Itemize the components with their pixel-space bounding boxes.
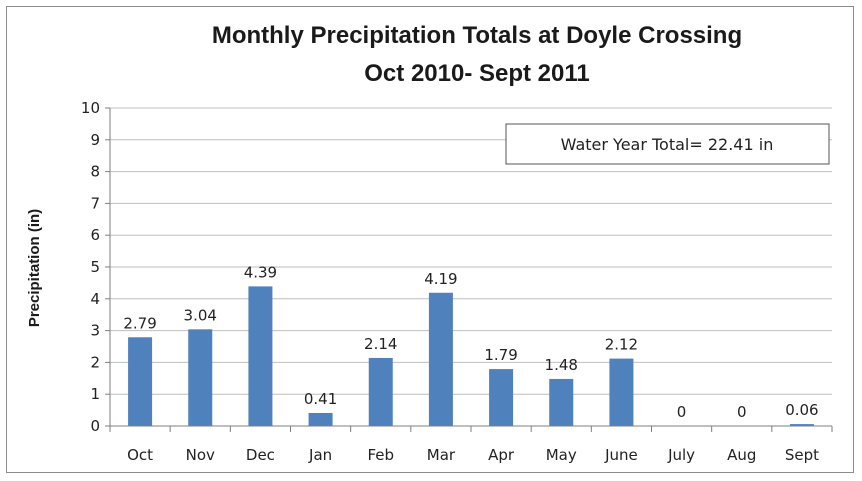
x-tick-label: May bbox=[546, 446, 577, 464]
y-tick-label: 0 bbox=[90, 417, 100, 435]
x-axis-ticks: Oct Nov Dec Jan Feb Mar Apr May June July Aug Sept bbox=[109, 426, 833, 464]
data-label: 0.06 bbox=[785, 401, 818, 419]
bar bbox=[188, 329, 213, 426]
bar bbox=[428, 292, 453, 426]
bar bbox=[609, 358, 634, 426]
axes bbox=[109, 108, 832, 427]
x-tick-label: Feb bbox=[367, 446, 394, 464]
chart-subtitle: Oct 2010- Sept 2011 bbox=[364, 60, 589, 87]
data-label: 2.14 bbox=[364, 335, 397, 353]
bar bbox=[308, 412, 333, 426]
x-tick-label: July bbox=[667, 446, 695, 464]
data-label: 2.12 bbox=[605, 336, 638, 354]
y-tick-label: 8 bbox=[90, 163, 100, 181]
annotation-box bbox=[505, 123, 830, 165]
bar bbox=[248, 286, 273, 426]
data-label: 0 bbox=[677, 403, 687, 421]
bar bbox=[789, 424, 814, 426]
y-axis-ticks: 0 1 2 3 4 5 6 7 8 9 10 bbox=[81, 99, 110, 435]
y-tick-label: 10 bbox=[81, 99, 100, 117]
data-label: 0.41 bbox=[304, 390, 337, 408]
y-tick-label: 9 bbox=[90, 131, 100, 149]
y-tick-label: 7 bbox=[90, 194, 100, 212]
water-year-total-annotation: Water Year Total= 22.41 in bbox=[505, 123, 830, 165]
chart-title: Monthly Precipitation Totals at Doyle Cr… bbox=[212, 22, 742, 49]
x-tick-label: Mar bbox=[427, 446, 456, 464]
x-tick-label: Sept bbox=[785, 446, 819, 464]
x-tick-label: Oct bbox=[127, 446, 153, 464]
y-tick-label: 6 bbox=[90, 226, 100, 244]
bar bbox=[128, 337, 153, 426]
annotation-text: Water Year Total= 22.41 in bbox=[561, 135, 774, 154]
y-tick-label: 4 bbox=[90, 290, 100, 308]
data-label: 4.39 bbox=[244, 263, 277, 281]
x-tick-label: June bbox=[604, 446, 638, 464]
data-label: 2.79 bbox=[123, 314, 156, 332]
bar bbox=[549, 378, 574, 426]
x-tick-label: Apr bbox=[488, 446, 515, 464]
data-label: 3.04 bbox=[184, 306, 217, 324]
data-label: 1.48 bbox=[545, 356, 578, 374]
data-label: 0 bbox=[737, 403, 747, 421]
bar bbox=[368, 357, 393, 426]
x-tick-label: Jan bbox=[308, 446, 332, 464]
data-labels: 2.79 3.04 4.39 0.41 2.14 4.19 1.79 1.48 2.12 0 0 0.… bbox=[123, 263, 818, 421]
y-tick-label: 3 bbox=[90, 322, 100, 340]
gridlines bbox=[110, 107, 832, 395]
x-tick-label: Aug bbox=[727, 446, 756, 464]
data-label: 4.19 bbox=[424, 270, 457, 288]
bar bbox=[489, 369, 514, 426]
bars bbox=[128, 286, 814, 426]
x-tick-label: Nov bbox=[186, 446, 215, 464]
y-axis-label: Precipitation (in) bbox=[26, 209, 43, 327]
x-tick-label: Dec bbox=[246, 446, 275, 464]
y-tick-label: 2 bbox=[90, 353, 100, 371]
data-label: 1.79 bbox=[484, 346, 517, 364]
y-tick-label: 5 bbox=[90, 258, 100, 276]
y-tick-label: 1 bbox=[90, 385, 100, 403]
